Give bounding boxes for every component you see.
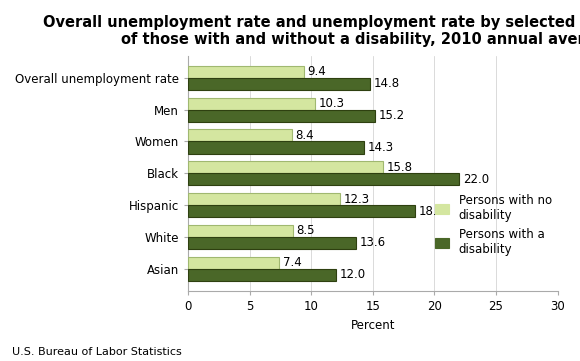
Text: 14.3: 14.3 [368,141,394,154]
Bar [188,237,356,249]
Text: 10.3: 10.3 [318,97,345,110]
Bar [188,173,459,185]
Title: Overall unemployment rate and unemployment rate by selected characteristics
of t: Overall unemployment rate and unemployme… [43,15,580,47]
Text: 8.4: 8.4 [295,129,314,142]
Bar [188,205,415,217]
Text: 12.0: 12.0 [339,268,365,281]
Bar [188,257,279,269]
Bar [188,269,336,281]
Legend: Persons with no
disability, Persons with a
disability: Persons with no disability, Persons with… [435,194,552,256]
Bar [188,97,315,110]
Bar [188,78,371,90]
Bar [188,193,339,205]
X-axis label: Percent: Percent [350,318,395,331]
Text: 14.8: 14.8 [374,77,400,90]
Bar [188,129,292,142]
Text: U.S. Bureau of Labor Statistics: U.S. Bureau of Labor Statistics [12,347,182,357]
Text: 13.6: 13.6 [359,236,385,249]
Text: 8.5: 8.5 [296,224,315,237]
Bar [188,161,383,173]
Text: 12.3: 12.3 [343,192,369,205]
Text: 15.8: 15.8 [386,161,412,174]
Bar [188,142,364,153]
Bar [188,225,293,237]
Text: 22.0: 22.0 [463,173,489,186]
Bar [188,66,304,78]
Text: 18.4: 18.4 [418,205,444,218]
Text: 15.2: 15.2 [379,109,405,122]
Text: 7.4: 7.4 [283,256,302,269]
Bar [188,110,375,122]
Text: 9.4: 9.4 [307,65,327,78]
